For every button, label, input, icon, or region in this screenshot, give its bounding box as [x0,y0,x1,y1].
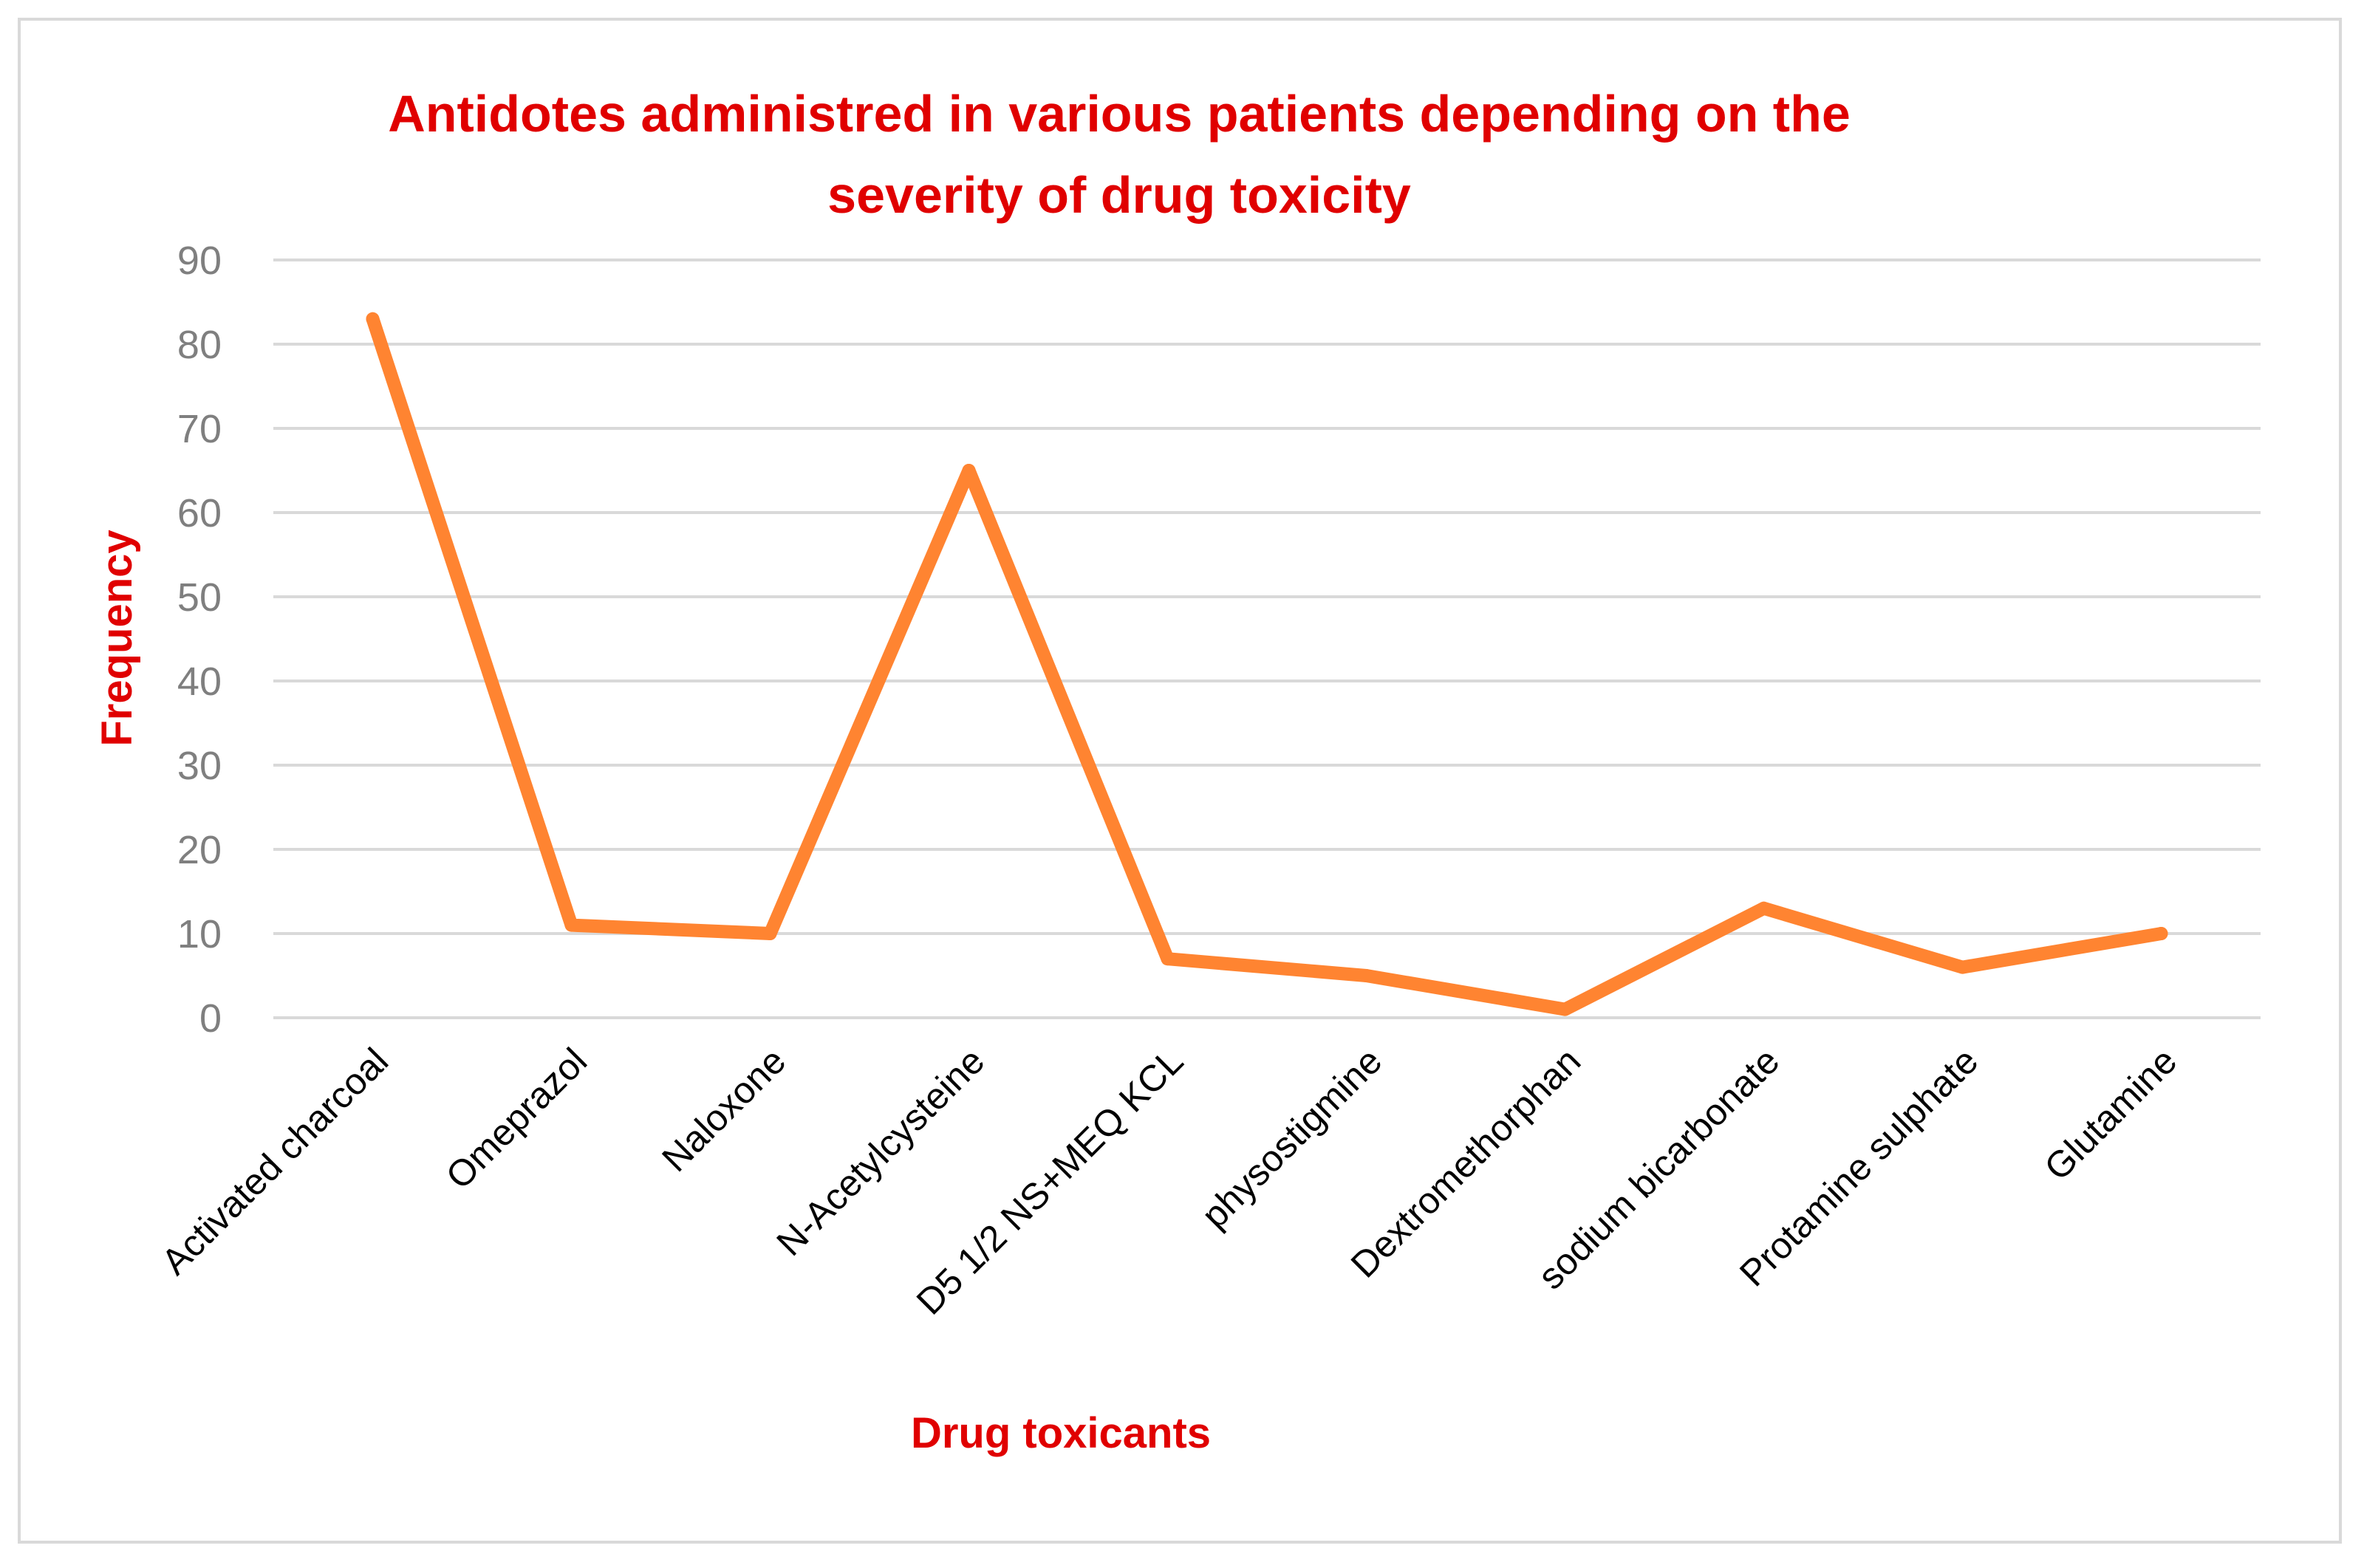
data-point [1757,901,1771,915]
y-tick-label: 60 [177,491,222,535]
x-tick-label: N-Acetylcysteine [768,1040,992,1264]
chart-title-line-2: severity of drug toxicity [827,166,1411,224]
chart-title-line-1: Antidotes administred in various patient… [388,85,1851,143]
x-axis-tick-labels: Activated charcoal Omeprazol NaloxoneN-Ace… [154,1040,2184,1322]
data-point [962,464,976,477]
data-point [1359,969,1373,982]
data-point [1558,1002,1572,1016]
series-lines [366,312,2168,1016]
y-tick-label: 90 [177,239,222,283]
y-tick-label: 70 [177,407,222,451]
data-point [2154,927,2168,940]
data-point [564,918,578,932]
data-point [1955,960,1970,974]
y-tick-label: 40 [177,660,222,704]
data-point [763,927,777,940]
y-tick-label: 80 [177,323,222,367]
y-tick-label: 0 [199,996,222,1041]
chart-title: Antidotes administred in various patient… [388,85,1851,224]
gridlines [273,259,2261,1019]
y-tick-label: 50 [177,575,222,620]
y-tick-label: 10 [177,912,222,956]
data-point [1161,952,1175,966]
x-tick-label: Naloxone [654,1040,793,1180]
y-axis-title: Frequency [93,530,141,746]
chart-frame [18,18,2342,1544]
x-axis-title: Drug toxicants [911,1409,1211,1457]
y-axis-tick-labels: 0 10 20 30 40 50 60 70 80 90 [177,239,222,1041]
x-tick-label: Omeprazol [438,1040,595,1197]
x-tick-label: Activated charcoal [154,1040,396,1282]
y-tick-label: 30 [177,744,222,788]
series-line-0 [366,312,2168,1016]
x-tick-label: physostigmine [1194,1040,1390,1236]
y-tick-label: 20 [177,828,222,872]
x-tick-label: Glutamine [2037,1040,2185,1188]
data-point [366,312,380,326]
